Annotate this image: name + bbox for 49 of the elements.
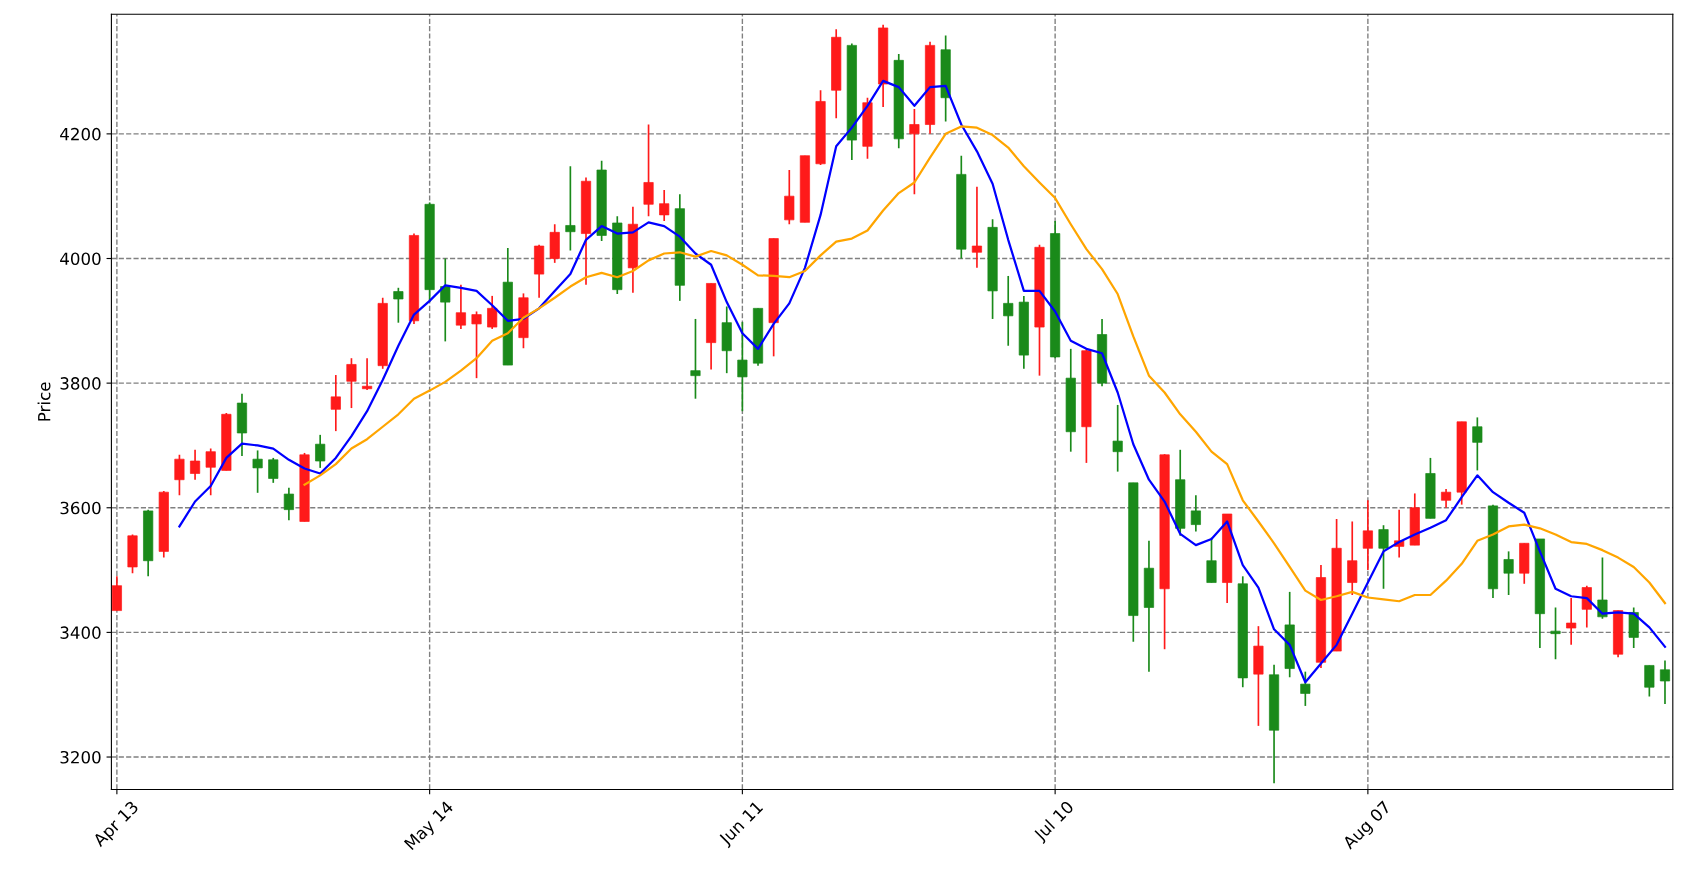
- candlestick: [1190, 494, 1201, 533]
- candlestick: [252, 449, 263, 494]
- candlestick: [1659, 659, 1671, 705]
- candlestick: [393, 286, 404, 324]
- candlestick: [1362, 499, 1373, 571]
- candlestick: [659, 189, 670, 222]
- candlestick: [1581, 584, 1592, 629]
- candlestick: [440, 257, 451, 343]
- y-tick-label: 3400: [60, 626, 101, 639]
- candlestick: [346, 357, 357, 409]
- candlestick: [487, 295, 498, 330]
- candlestick: [362, 357, 373, 391]
- candlestick: [1112, 404, 1123, 473]
- candlestick: [1300, 670, 1311, 707]
- candlestick: [1003, 275, 1014, 347]
- candlestick: [455, 283, 466, 330]
- y-tick-label: 3600: [60, 501, 101, 515]
- candlestick: [205, 447, 216, 497]
- candlestick: [643, 123, 654, 217]
- y-tick-label: 3200: [60, 750, 101, 764]
- candlestick: [565, 165, 576, 252]
- y-tick-label: 4200: [60, 127, 101, 141]
- candlestick: [1347, 520, 1358, 596]
- candlestick: [1472, 416, 1483, 472]
- candlestick: [315, 434, 326, 469]
- candlestick: [268, 457, 279, 484]
- candlestick: [690, 318, 701, 400]
- y-tick-label: 4000: [60, 252, 101, 266]
- candlestick: [971, 186, 982, 269]
- candlestick: [1503, 550, 1514, 596]
- candlestick: [1644, 664, 1655, 698]
- x-tick-label: Apr 13: [91, 800, 142, 850]
- y-tick-label: 3800: [60, 377, 101, 390]
- candlestick: [1441, 488, 1452, 509]
- candlestick: [174, 453, 185, 497]
- candlestick: [1378, 524, 1389, 590]
- candlestick: [471, 310, 482, 379]
- candlestick: [1550, 606, 1561, 661]
- y-axis-title: Price: [37, 382, 51, 421]
- candlestick: [737, 321, 748, 413]
- candlestick: [909, 108, 920, 196]
- line-series: [303, 125, 1667, 605]
- candlestick: [1566, 597, 1577, 646]
- candlestick: [330, 374, 341, 432]
- x-tick-label: Jun 11: [717, 800, 766, 849]
- candlestick: [190, 448, 201, 481]
- candlestick: [283, 486, 294, 522]
- x-tick-label: Jul 10: [1032, 799, 1077, 845]
- candlestick: [784, 169, 795, 226]
